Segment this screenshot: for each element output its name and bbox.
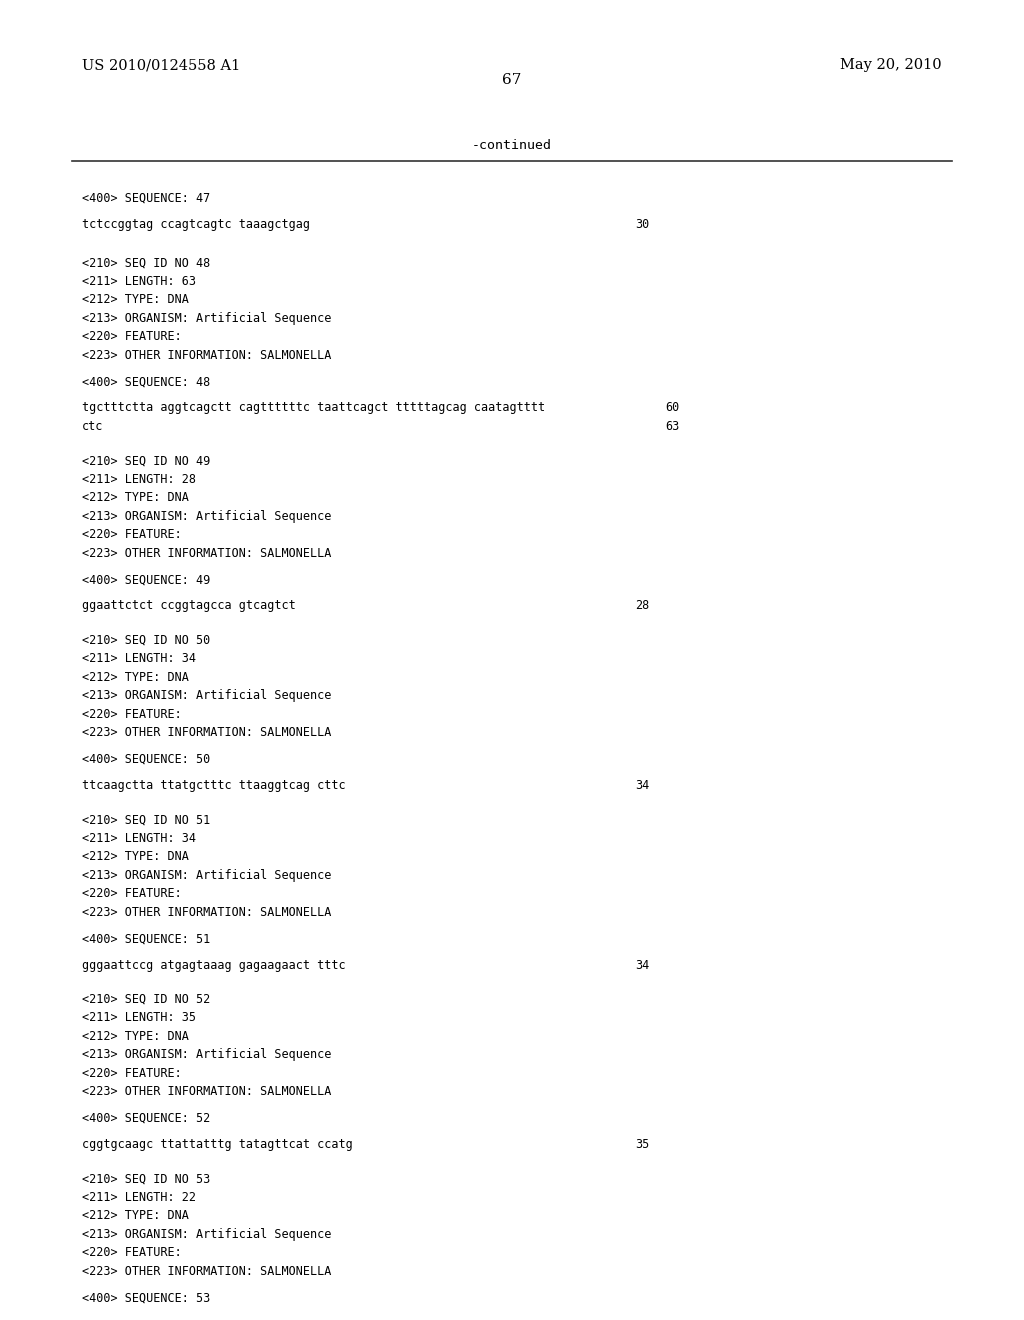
Text: ctc: ctc (82, 420, 103, 433)
Text: <220> FEATURE:: <220> FEATURE: (82, 1246, 181, 1259)
Text: <211> LENGTH: 28: <211> LENGTH: 28 (82, 473, 196, 486)
Text: <220> FEATURE:: <220> FEATURE: (82, 528, 181, 541)
Text: <211> LENGTH: 34: <211> LENGTH: 34 (82, 832, 196, 845)
Text: <213> ORGANISM: Artificial Sequence: <213> ORGANISM: Artificial Sequence (82, 312, 332, 325)
Text: 63: 63 (666, 420, 680, 433)
Text: <400> SEQUENCE: 50: <400> SEQUENCE: 50 (82, 752, 210, 766)
Text: US 2010/0124558 A1: US 2010/0124558 A1 (82, 58, 241, 73)
Text: <211> LENGTH: 34: <211> LENGTH: 34 (82, 652, 196, 665)
Text: <400> SEQUENCE: 53: <400> SEQUENCE: 53 (82, 1291, 210, 1304)
Text: ttcaagctta ttatgctttc ttaaggtcag cttc: ttcaagctta ttatgctttc ttaaggtcag cttc (82, 779, 345, 792)
Text: <210> SEQ ID NO 53: <210> SEQ ID NO 53 (82, 1172, 210, 1185)
Text: <212> TYPE: DNA: <212> TYPE: DNA (82, 293, 188, 306)
Text: <211> LENGTH: 35: <211> LENGTH: 35 (82, 1011, 196, 1024)
Text: 30: 30 (635, 218, 649, 231)
Text: <400> SEQUENCE: 52: <400> SEQUENCE: 52 (82, 1111, 210, 1125)
Text: cggtgcaagc ttattatttg tatagttcat ccatg: cggtgcaagc ttattatttg tatagttcat ccatg (82, 1138, 352, 1151)
Text: <212> TYPE: DNA: <212> TYPE: DNA (82, 1030, 188, 1043)
Text: 34: 34 (635, 958, 649, 972)
Text: 67: 67 (503, 73, 521, 87)
Text: 34: 34 (635, 779, 649, 792)
Text: <213> ORGANISM: Artificial Sequence: <213> ORGANISM: Artificial Sequence (82, 1228, 332, 1241)
Text: 60: 60 (666, 401, 680, 414)
Text: <223> OTHER INFORMATION: SALMONELLA: <223> OTHER INFORMATION: SALMONELLA (82, 906, 332, 919)
Text: <220> FEATURE:: <220> FEATURE: (82, 887, 181, 900)
Text: <211> LENGTH: 22: <211> LENGTH: 22 (82, 1191, 196, 1204)
Text: <213> ORGANISM: Artificial Sequence: <213> ORGANISM: Artificial Sequence (82, 1048, 332, 1061)
Text: <212> TYPE: DNA: <212> TYPE: DNA (82, 491, 188, 504)
Text: <223> OTHER INFORMATION: SALMONELLA: <223> OTHER INFORMATION: SALMONELLA (82, 546, 332, 560)
Text: May 20, 2010: May 20, 2010 (841, 58, 942, 73)
Text: gggaattccg atgagtaaag gagaagaact tttc: gggaattccg atgagtaaag gagaagaact tttc (82, 958, 345, 972)
Text: tgctttctta aggtcagctt cagttttttc taattcagct tttttagcag caatagtttt: tgctttctta aggtcagctt cagttttttc taattca… (82, 401, 545, 414)
Text: <210> SEQ ID NO 48: <210> SEQ ID NO 48 (82, 256, 210, 269)
Text: <210> SEQ ID NO 50: <210> SEQ ID NO 50 (82, 634, 210, 647)
Text: <223> OTHER INFORMATION: SALMONELLA: <223> OTHER INFORMATION: SALMONELLA (82, 1085, 332, 1098)
Text: <220> FEATURE:: <220> FEATURE: (82, 1067, 181, 1080)
Text: <400> SEQUENCE: 51: <400> SEQUENCE: 51 (82, 932, 210, 945)
Text: <220> FEATURE:: <220> FEATURE: (82, 708, 181, 721)
Text: ggaattctct ccggtagcca gtcagtct: ggaattctct ccggtagcca gtcagtct (82, 599, 296, 612)
Text: <211> LENGTH: 63: <211> LENGTH: 63 (82, 275, 196, 288)
Text: 28: 28 (635, 599, 649, 612)
Text: <223> OTHER INFORMATION: SALMONELLA: <223> OTHER INFORMATION: SALMONELLA (82, 726, 332, 739)
Text: -continued: -continued (472, 139, 552, 152)
Text: <223> OTHER INFORMATION: SALMONELLA: <223> OTHER INFORMATION: SALMONELLA (82, 1265, 332, 1278)
Text: <212> TYPE: DNA: <212> TYPE: DNA (82, 671, 188, 684)
Text: <220> FEATURE:: <220> FEATURE: (82, 330, 181, 343)
Text: <213> ORGANISM: Artificial Sequence: <213> ORGANISM: Artificial Sequence (82, 869, 332, 882)
Text: <213> ORGANISM: Artificial Sequence: <213> ORGANISM: Artificial Sequence (82, 510, 332, 523)
Text: <212> TYPE: DNA: <212> TYPE: DNA (82, 1209, 188, 1222)
Text: <400> SEQUENCE: 47: <400> SEQUENCE: 47 (82, 191, 210, 205)
Text: <400> SEQUENCE: 49: <400> SEQUENCE: 49 (82, 573, 210, 586)
Text: <210> SEQ ID NO 51: <210> SEQ ID NO 51 (82, 813, 210, 826)
Text: 35: 35 (635, 1138, 649, 1151)
Text: <210> SEQ ID NO 49: <210> SEQ ID NO 49 (82, 454, 210, 467)
Text: <223> OTHER INFORMATION: SALMONELLA: <223> OTHER INFORMATION: SALMONELLA (82, 348, 332, 362)
Text: <210> SEQ ID NO 52: <210> SEQ ID NO 52 (82, 993, 210, 1006)
Text: <400> SEQUENCE: 48: <400> SEQUENCE: 48 (82, 375, 210, 388)
Text: <212> TYPE: DNA: <212> TYPE: DNA (82, 850, 188, 863)
Text: <213> ORGANISM: Artificial Sequence: <213> ORGANISM: Artificial Sequence (82, 689, 332, 702)
Text: tctccggtag ccagtcagtc taaagctgag: tctccggtag ccagtcagtc taaagctgag (82, 218, 310, 231)
